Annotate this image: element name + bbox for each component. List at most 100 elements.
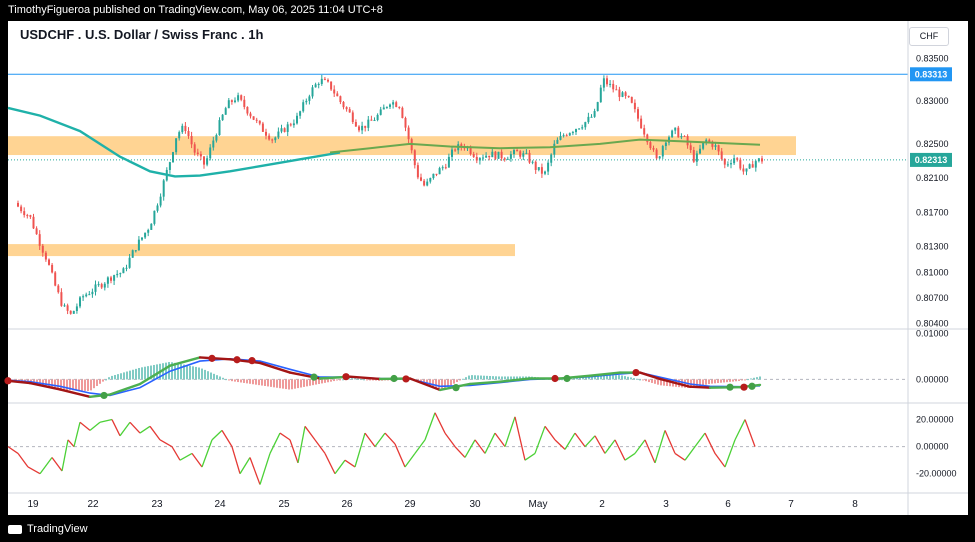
macd-histogram-bar xyxy=(363,379,365,381)
macd-histogram-bar xyxy=(342,379,344,381)
candle-body xyxy=(354,122,357,127)
candle-body xyxy=(141,237,143,240)
macd-histogram-bar xyxy=(438,379,440,391)
macd-histogram-bar xyxy=(597,376,599,380)
osc-segment xyxy=(734,419,746,441)
macd-histogram-bar xyxy=(360,379,362,381)
candle-body xyxy=(590,116,593,118)
oscillator-panel: 20.00000 0.00000 -20.00000 xyxy=(7,412,957,485)
macd-histogram-bar xyxy=(681,379,683,388)
macd-histogram-bar xyxy=(375,379,377,381)
candle-body xyxy=(44,252,47,260)
osc-segment xyxy=(684,446,696,461)
macd-histogram-bar xyxy=(717,379,719,384)
macd-histogram-bar xyxy=(168,362,170,380)
candle-body xyxy=(137,239,140,251)
candle-body xyxy=(240,95,243,100)
candle-body xyxy=(596,102,599,112)
currency-button[interactable]: CHF xyxy=(909,27,949,46)
candle-body xyxy=(51,264,54,273)
macd-histogram-bar xyxy=(627,376,629,380)
candle-body xyxy=(361,125,364,131)
candle-body xyxy=(296,115,298,124)
macd-histogram-bar xyxy=(201,368,203,380)
candle-body xyxy=(26,215,29,217)
macd-histogram-bar xyxy=(660,379,662,386)
ma-teal-line xyxy=(7,106,341,178)
time-tick: 25 xyxy=(278,499,290,510)
macd-histogram-bar xyxy=(84,379,86,391)
macd-histogram-bar xyxy=(240,379,242,383)
macd-histogram-bar xyxy=(699,379,701,386)
macd-histogram-bar xyxy=(303,379,305,387)
candle-body xyxy=(131,250,134,258)
macd-histogram-bar xyxy=(285,379,287,390)
macd-histogram-bar xyxy=(621,375,623,380)
macd-histogram-bar xyxy=(213,373,215,380)
candle-body xyxy=(147,229,150,233)
macd-histogram-bar xyxy=(339,379,341,381)
macd-histogram-bar xyxy=(723,379,725,383)
candle-body xyxy=(389,104,391,107)
candle-body xyxy=(246,106,249,114)
candle-body xyxy=(376,114,379,121)
candle-body xyxy=(528,152,531,163)
macd-histogram-bar xyxy=(663,379,665,386)
macd-histogram-bar xyxy=(237,379,239,383)
macd-histogram-bar xyxy=(90,379,92,391)
macd-main-segment xyxy=(168,356,202,367)
current-price-label-box xyxy=(910,152,952,167)
time-axis[interactable]: 19 22 23 24 25 26 29 30 May 2 3 6 7 8 xyxy=(27,499,858,510)
candle-body xyxy=(438,168,441,175)
macd-histogram-bar xyxy=(507,376,509,380)
macd-histogram-bar xyxy=(432,379,434,389)
price-axis[interactable]: 0.83500 0.83000 0.82500 0.82100 0.81700 0.813… xyxy=(910,53,952,329)
candle-body xyxy=(516,150,519,152)
candle-body xyxy=(726,164,729,166)
macd-main-segment xyxy=(108,382,142,396)
macd-histogram-bar xyxy=(204,369,206,380)
symbol-title[interactable]: USDCHF . U.S. Dollar / Swiss Franc . 1h xyxy=(20,27,264,42)
osc-segment xyxy=(434,412,446,434)
osc-segment xyxy=(221,430,233,447)
osc-segment xyxy=(364,432,376,448)
time-tick: 6 xyxy=(725,499,731,510)
macd-histogram-bar xyxy=(321,379,323,384)
candle-body xyxy=(754,161,757,168)
candle-body xyxy=(308,96,311,101)
candle-body xyxy=(289,124,292,126)
osc-segment xyxy=(111,419,121,437)
candle-body xyxy=(395,102,398,107)
price-tick: 0.80400 xyxy=(916,319,949,329)
price-tick: 0.82500 xyxy=(916,139,949,149)
macd-histogram-bar xyxy=(516,376,518,380)
candle-body xyxy=(420,177,422,181)
osc-segment xyxy=(334,459,346,475)
macd-histogram-bar xyxy=(189,365,191,380)
pane-separators xyxy=(8,21,968,515)
candle-body xyxy=(556,139,559,144)
macd-histogram-bar xyxy=(291,379,293,390)
macd-cross-dot xyxy=(402,375,410,383)
candle-body xyxy=(333,89,336,94)
macd-histogram-bar xyxy=(696,379,698,387)
candle-body xyxy=(178,132,181,139)
candle-body xyxy=(692,150,695,162)
osc-segment xyxy=(394,443,406,468)
osc-segment xyxy=(474,439,486,454)
candle-body xyxy=(649,142,652,149)
macd-histogram-bar xyxy=(132,369,134,380)
macd-cross-dot xyxy=(632,368,640,377)
candle-body xyxy=(630,97,633,103)
macd-histogram-bar xyxy=(495,376,497,380)
macd-histogram-bar xyxy=(750,378,752,380)
macd-histogram-bar xyxy=(474,375,476,380)
candle-body xyxy=(646,134,649,143)
macd-histogram-bar xyxy=(441,379,443,391)
macd-histogram-bar xyxy=(585,376,587,380)
macd-histogram-bar xyxy=(708,379,710,385)
candle-body xyxy=(258,120,261,124)
candle-body xyxy=(593,111,596,117)
osc-segment xyxy=(694,432,706,448)
